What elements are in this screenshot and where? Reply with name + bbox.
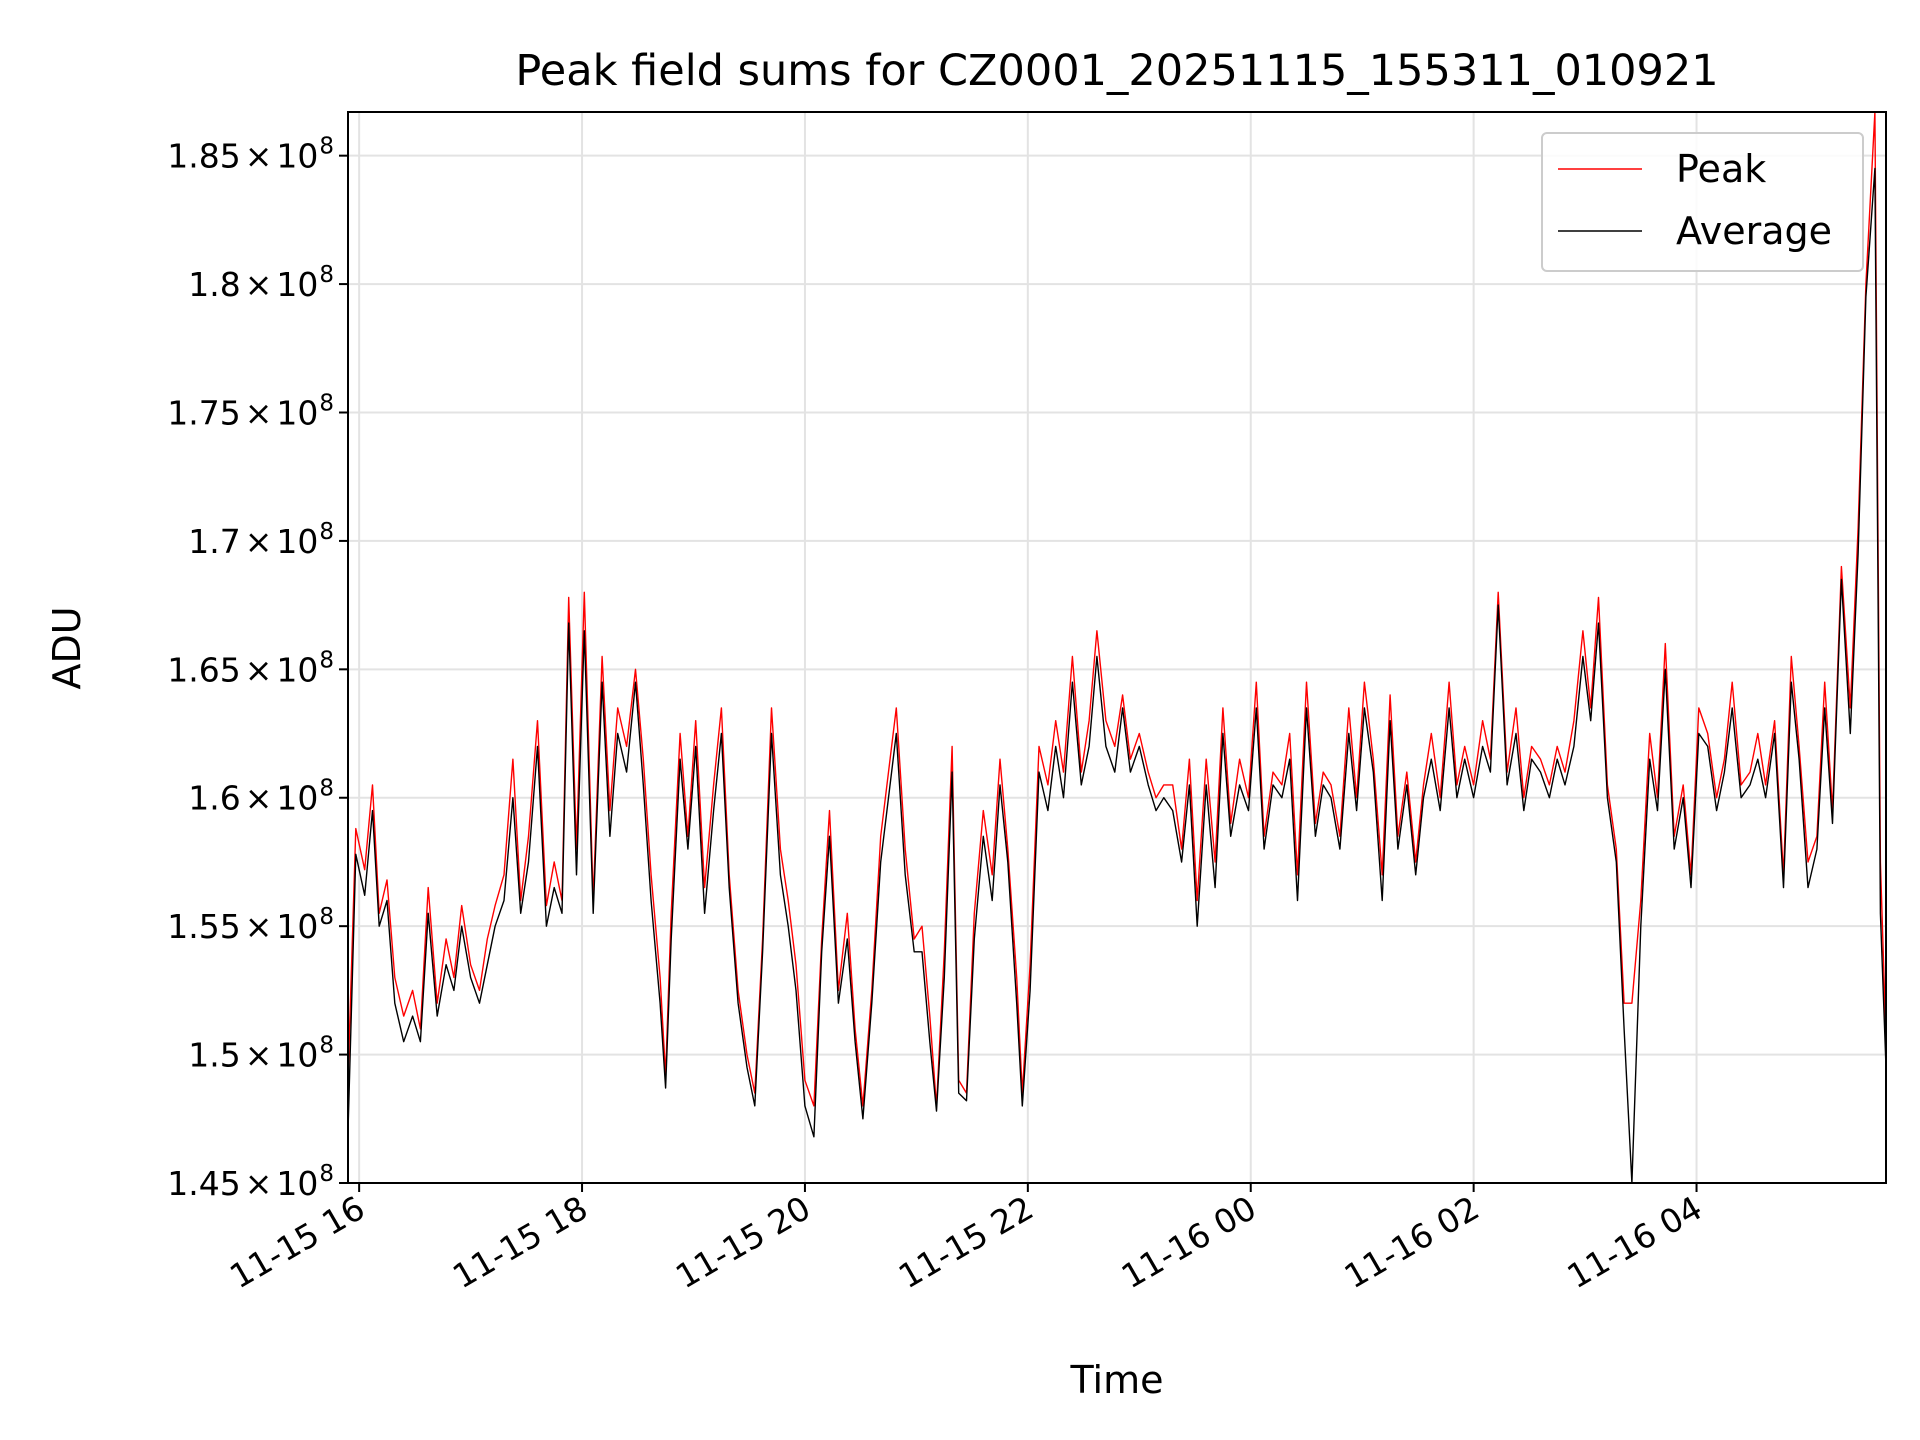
y-tick-label: 1.45 × 108 — [167, 1161, 334, 1203]
series-line-average — [347, 167, 1887, 1184]
x-tick-label: 11-16 04 — [1561, 1188, 1709, 1296]
y-tick-label: 1.5 × 108 — [188, 1033, 334, 1075]
chart-title: Peak field sums for CZ0001_20251115_1553… — [515, 46, 1718, 96]
series-line-peak — [347, 111, 1887, 1107]
y-tick-label: 1.6 × 108 — [188, 776, 334, 818]
x-tick-label: 11-16 00 — [1115, 1188, 1263, 1296]
legend: Peak Average — [1541, 132, 1864, 272]
y-tick-label: 1.75 × 108 — [167, 390, 334, 432]
legend-box — [1541, 132, 1864, 272]
x-tick-label: 11-15 18 — [446, 1188, 594, 1296]
y-tick-label: 1.7 × 108 — [188, 519, 334, 561]
grid — [348, 112, 1886, 1184]
y-axis: 1.45 × 108 1.5 × 108 1.55 × 108 1.6 × 108 1.65 × 108 1.… — [167, 134, 348, 1203]
series-layer — [347, 111, 1887, 1184]
plot-frame — [347, 111, 1887, 1184]
y-tick-label: 1.85 × 108 — [167, 134, 334, 176]
x-tick-label: 11-16 02 — [1338, 1188, 1486, 1296]
y-tick-label: 1.8 × 108 — [188, 262, 334, 304]
y-axis-label: ADU — [45, 606, 89, 689]
x-axis-label: Time — [1070, 1358, 1164, 1402]
y-tick-label: 1.65 × 108 — [167, 647, 334, 689]
x-tick-label: 11-15 20 — [669, 1188, 817, 1296]
x-tick-label: 11-15 16 — [223, 1188, 371, 1296]
x-axis: 11-15 16 11-15 18 11-15 20 11-15 22 11-16 00… — [223, 1183, 1709, 1296]
x-tick-label: 11-15 22 — [892, 1188, 1040, 1296]
y-tick-label: 1.55 × 108 — [167, 904, 334, 946]
legend-label-peak: Peak — [1676, 147, 1766, 191]
legend-label-average: Average — [1676, 209, 1832, 253]
